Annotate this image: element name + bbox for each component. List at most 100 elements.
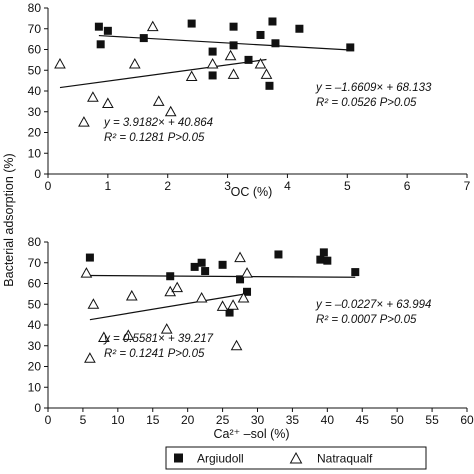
y-tick-label: 70 [28, 22, 42, 36]
data-point-argiudoll [295, 24, 304, 33]
regression-stats: R² = 0.0526 P>0.05 [316, 97, 417, 109]
data-point-natraqualf [237, 291, 250, 303]
y-tick-label: 40 [28, 318, 42, 332]
data-point-natraqualf [234, 251, 246, 263]
data-point-argiudoll [256, 30, 265, 39]
x-tick-label: 7 [464, 179, 471, 193]
y-tick-label: 10 [28, 146, 42, 160]
y-tick-label: 60 [28, 43, 42, 57]
trend-line-natraqualf [89, 293, 248, 321]
x-tick-label: 2 [164, 179, 171, 193]
regression-equation: y = 3.9182× + 40.864 [103, 117, 213, 129]
y-tick-label: 50 [28, 297, 42, 311]
y-tick-label: 40 [28, 84, 42, 98]
y-tick-label: 10 [28, 380, 42, 394]
data-point-natraqualf [260, 68, 273, 79]
trend-line-argiudoll [89, 274, 356, 278]
chart-panel-oc: 0 10 20 30 40 50 60 70 80 0 1 2 3 4 5 6 7 OC (%) y = –1.66… [28, 1, 471, 199]
data-point-argiudoll [201, 267, 210, 276]
x-tick-label: 45 [356, 413, 370, 427]
y-tick-label: 30 [28, 339, 42, 353]
data-point-argiudoll [208, 47, 217, 56]
chart-panel-ca-sol: 0 10 20 30 40 50 60 70 80 0 5 10 15 20 25 30 35 40 45 50 55 6… [28, 235, 474, 441]
x-tick-label: 40 [321, 413, 335, 427]
regression-equation: y = 0.5581× + 39.217 [103, 333, 214, 345]
data-point-argiudoll [268, 17, 277, 26]
x-tick-label: 15 [146, 413, 160, 427]
data-point-argiudoll [236, 275, 245, 284]
x-axis-title: OC (%) [231, 185, 273, 199]
data-point-natraqualf [128, 57, 141, 69]
data-point-argiudoll [319, 248, 328, 257]
data-point-argiudoll [96, 40, 105, 49]
data-point-argiudoll [225, 308, 234, 317]
data-point-natraqualf [230, 339, 243, 351]
regression-stats: R² = 0.0007 P>0.05 [316, 314, 417, 326]
legend-marker-argiudoll [174, 453, 183, 463]
data-point-argiudoll [229, 22, 238, 31]
data-point-natraqualf [227, 299, 239, 310]
y-tick-label: 60 [28, 277, 42, 291]
data-point-natraqualf [224, 49, 237, 61]
trend-line-natraqualf [59, 58, 267, 89]
y-tick-label: 30 [28, 105, 42, 119]
x-axis-title: Ca²⁺ –sol (%) [213, 427, 289, 441]
data-point-argiudoll [166, 272, 175, 281]
data-point-argiudoll [274, 250, 283, 259]
data-point-argiudoll [197, 258, 206, 267]
data-point-natraqualf [195, 291, 208, 303]
data-point-natraqualf [152, 95, 165, 106]
x-tick-label: 1 [105, 179, 112, 193]
data-point-argiudoll [243, 287, 252, 296]
regression-equation: y = –1.6609× + 68.133 [315, 82, 432, 94]
data-point-natraqualf [122, 329, 135, 340]
data-point-argiudoll [85, 253, 94, 262]
legend-marker-natraqualf [289, 451, 303, 464]
data-point-argiudoll [94, 22, 103, 31]
y-tick-label: 50 [28, 63, 42, 77]
data-point-natraqualf [227, 68, 240, 79]
x-tick-label: 0 [45, 179, 52, 193]
y-tick-label: 0 [34, 401, 41, 415]
y-tick-label: 70 [28, 256, 42, 270]
data-point-natraqualf [171, 281, 184, 293]
x-tick-label: 50 [390, 413, 404, 427]
data-point-natraqualf [160, 323, 173, 334]
data-point-natraqualf [87, 91, 99, 102]
x-tick-label: 5 [344, 179, 351, 193]
data-point-natraqualf [216, 300, 229, 311]
data-point-argiudoll [229, 41, 238, 50]
regression-stats: R² = 0.1241 P>0.05 [104, 348, 205, 360]
x-tick-label: 30 [251, 413, 265, 427]
x-tick-label: 35 [286, 413, 300, 427]
regression-stats: R² = 0.1281 P>0.05 [104, 132, 205, 144]
data-point-natraqualf [87, 298, 100, 309]
data-point-natraqualf [80, 267, 93, 278]
data-point-natraqualf [78, 116, 90, 127]
legend: Argiudoll Natraqualf [165, 446, 427, 470]
data-point-natraqualf [98, 331, 110, 342]
data-point-argiudoll [351, 268, 360, 277]
shared-y-axis-title: Bacterial adsorption (%) [2, 153, 16, 286]
y-tick-label: 80 [28, 1, 42, 15]
y-tick-label: 20 [28, 360, 42, 374]
data-point-natraqualf [54, 57, 66, 69]
x-tick-label: 55 [425, 413, 439, 427]
data-point-argiudoll [218, 260, 227, 269]
x-tick-label: 5 [80, 413, 87, 427]
data-point-natraqualf [102, 97, 114, 108]
data-point-natraqualf [84, 352, 96, 363]
data-point-natraqualf [164, 105, 177, 117]
x-tick-label: 0 [45, 413, 52, 427]
legend-label-argiudoll: Argiudoll [197, 452, 244, 466]
trend-line-argiudoll [98, 34, 351, 51]
x-tick-label: 3 [224, 179, 231, 193]
data-point-argiudoll [265, 81, 274, 90]
data-point-natraqualf [241, 267, 253, 278]
data-point-argiudoll [208, 71, 217, 80]
data-point-argiudoll [323, 256, 332, 265]
x-tick-label: 6 [404, 179, 411, 193]
legend-label-natraqualf: Natraqualf [317, 452, 373, 466]
x-tick-label: 20 [181, 413, 195, 427]
